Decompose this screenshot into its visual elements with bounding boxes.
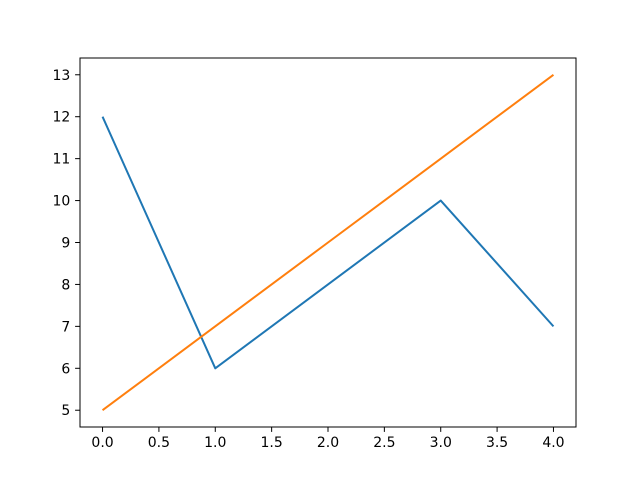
x-tick-label: 1.5 xyxy=(261,435,283,451)
x-tick-label: 3.5 xyxy=(486,435,508,451)
blue-series-line xyxy=(101,116,555,370)
x-tick-label: 3.0 xyxy=(430,435,452,451)
x-tick-label: 4.0 xyxy=(542,435,564,451)
x-tick-label: 2.0 xyxy=(317,435,339,451)
y-tick-label: 6 xyxy=(61,361,70,377)
y-tick-label: 7 xyxy=(61,319,70,335)
y-tick-label: 9 xyxy=(61,236,70,252)
x-tick-label: 0.5 xyxy=(148,435,170,451)
y-tick-label: 12 xyxy=(52,110,70,126)
x-tick-label: 2.5 xyxy=(373,435,395,451)
orange-series-line xyxy=(101,73,555,412)
y-tick-label: 10 xyxy=(52,194,70,210)
x-tick-label: 1.0 xyxy=(204,435,226,451)
y-tick-label: 11 xyxy=(52,152,70,168)
y-tick-label: 5 xyxy=(61,403,70,419)
y-tick-label: 13 xyxy=(52,68,70,84)
x-tick-label: 0.0 xyxy=(91,435,113,451)
y-tick-label: 8 xyxy=(61,277,70,293)
